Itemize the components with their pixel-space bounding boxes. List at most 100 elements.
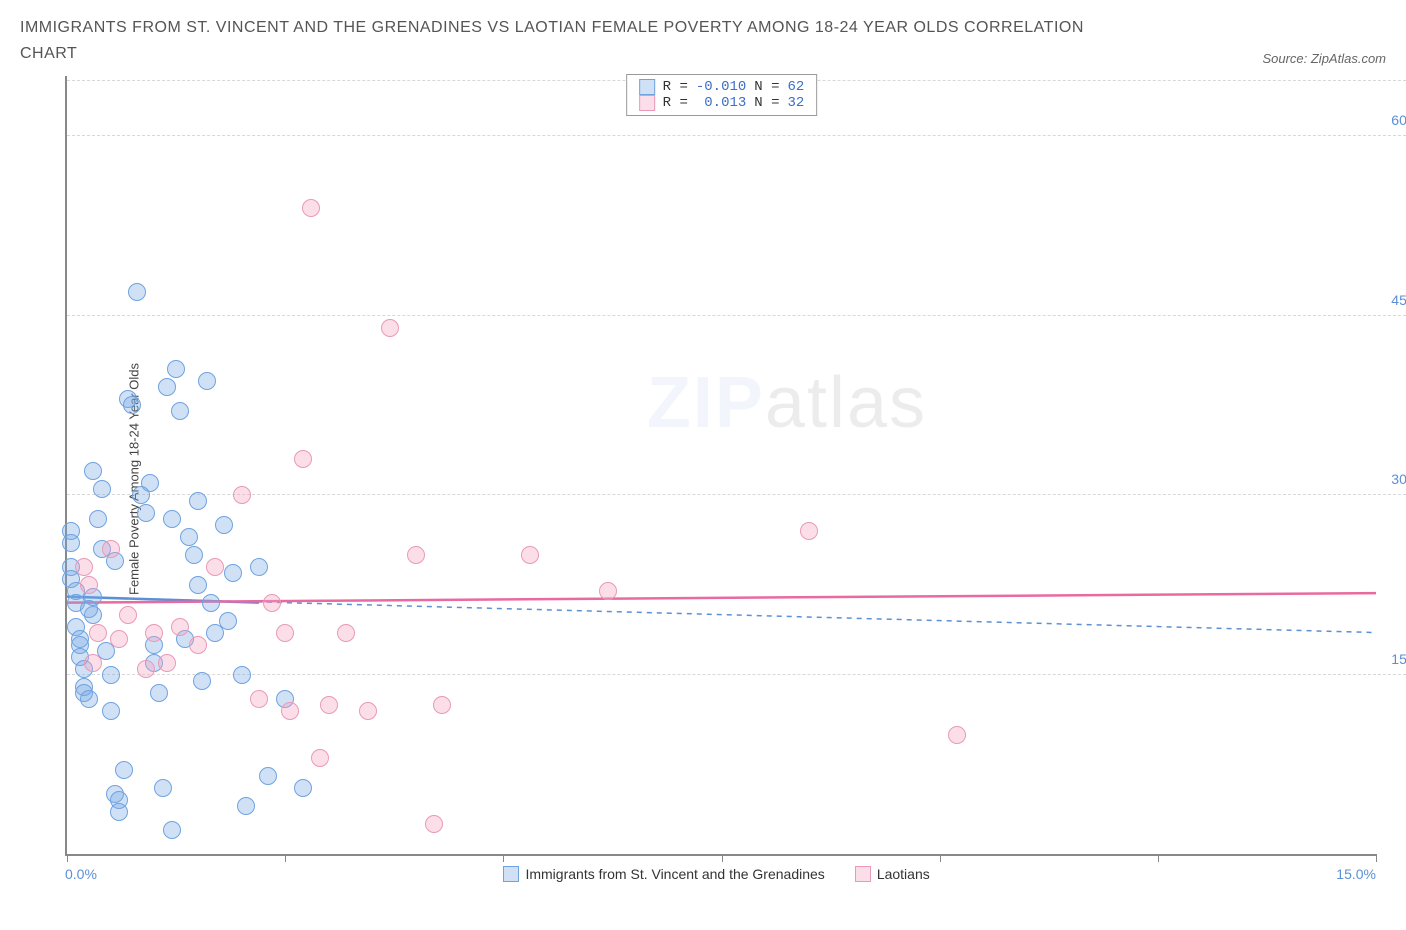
chart-title: IMMIGRANTS FROM ST. VINCENT AND THE GREN… xyxy=(20,15,1120,66)
data-point xyxy=(198,372,216,390)
data-point xyxy=(425,815,443,833)
data-point xyxy=(145,624,163,642)
stat-n-value: 32 xyxy=(788,95,805,111)
data-point xyxy=(89,510,107,528)
data-point xyxy=(180,528,198,546)
data-point xyxy=(163,510,181,528)
x-tick-mark xyxy=(285,854,286,862)
data-point xyxy=(294,779,312,797)
data-point xyxy=(158,654,176,672)
data-point xyxy=(237,797,255,815)
stat-n-value: 62 xyxy=(788,79,805,95)
x-tick-mark xyxy=(1376,854,1377,862)
data-point xyxy=(62,534,80,552)
data-point xyxy=(141,474,159,492)
data-point xyxy=(233,666,251,684)
x-tick-mark xyxy=(67,854,68,862)
series-legend-item: Immigrants from St. Vincent and the Gren… xyxy=(503,866,824,882)
data-point xyxy=(115,761,133,779)
data-point xyxy=(171,618,189,636)
data-point xyxy=(80,690,98,708)
data-point xyxy=(128,283,146,301)
legend-swatch xyxy=(639,95,655,111)
x-axis-row: 0.0% Immigrants from St. Vincent and the… xyxy=(65,866,1376,882)
series-legend-item: Laotians xyxy=(855,866,930,882)
gridline xyxy=(67,135,1406,136)
data-point xyxy=(219,612,237,630)
data-point xyxy=(102,666,120,684)
data-point xyxy=(433,696,451,714)
data-point xyxy=(137,504,155,522)
legend-swatch xyxy=(503,866,519,882)
source-label: Source: ZipAtlas.com xyxy=(1262,51,1386,66)
data-point xyxy=(123,396,141,414)
data-point xyxy=(137,660,155,678)
data-point xyxy=(202,594,220,612)
y-tick-label: 45.0% xyxy=(1391,292,1406,308)
regression-lines xyxy=(67,76,1376,854)
data-point xyxy=(206,558,224,576)
data-point xyxy=(381,319,399,337)
data-point xyxy=(150,684,168,702)
data-point xyxy=(80,576,98,594)
data-point xyxy=(189,492,207,510)
data-point xyxy=(276,624,294,642)
data-point xyxy=(407,546,425,564)
gridline xyxy=(67,315,1406,316)
data-point xyxy=(171,402,189,420)
data-point xyxy=(337,624,355,642)
watermark: ZIPatlas xyxy=(647,362,927,444)
gridline xyxy=(67,494,1406,495)
data-point xyxy=(294,450,312,468)
series-name: Immigrants from St. Vincent and the Gren… xyxy=(525,866,824,882)
data-point xyxy=(93,480,111,498)
x-tick-mark xyxy=(503,854,504,862)
data-point xyxy=(311,749,329,767)
data-point xyxy=(189,576,207,594)
stats-row: R = -0.010 N = 62 xyxy=(639,79,805,95)
data-point xyxy=(75,558,93,576)
data-point xyxy=(102,702,120,720)
data-point xyxy=(80,600,98,618)
series-name: Laotians xyxy=(877,866,930,882)
data-point xyxy=(84,462,102,480)
x-tick-mark xyxy=(940,854,941,862)
data-point xyxy=(193,672,211,690)
stat-r-value: -0.010 xyxy=(696,79,746,95)
data-point xyxy=(154,779,172,797)
data-point xyxy=(110,630,128,648)
stat-n-label: N = xyxy=(754,95,779,111)
data-point xyxy=(320,696,338,714)
stats-row: R = 0.013 N =32 xyxy=(639,95,805,111)
data-point xyxy=(302,199,320,217)
data-point xyxy=(189,636,207,654)
data-point xyxy=(263,594,281,612)
stat-r-value: 0.013 xyxy=(696,95,746,111)
stats-legend-box: R = -0.010 N = 62R = 0.013 N = 32 xyxy=(626,74,818,116)
data-point xyxy=(521,546,539,564)
x-tick-mark xyxy=(722,854,723,862)
legend-swatch xyxy=(639,79,655,95)
data-point xyxy=(185,546,203,564)
y-tick-label: 60.0% xyxy=(1391,112,1406,128)
plot-area: ZIPatlas R =-0.010 N =62R = 0.013 N =32 … xyxy=(65,76,1376,856)
data-point xyxy=(215,516,233,534)
data-point xyxy=(359,702,377,720)
data-point xyxy=(163,821,181,839)
data-point xyxy=(89,624,107,642)
data-point xyxy=(224,564,242,582)
x-axis-max: 15.0% xyxy=(1336,866,1376,882)
x-tick-mark xyxy=(1158,854,1159,862)
data-point xyxy=(233,486,251,504)
chart-container: Female Poverty Among 18-24 Year Olds ZIP… xyxy=(20,76,1386,882)
y-tick-label: 15.0% xyxy=(1391,651,1406,667)
y-tick-label: 30.0% xyxy=(1391,471,1406,487)
data-point xyxy=(102,540,120,558)
data-point xyxy=(948,726,966,744)
data-point xyxy=(84,654,102,672)
data-point xyxy=(281,702,299,720)
stat-r-label: R = xyxy=(663,79,688,95)
data-point xyxy=(110,803,128,821)
gridline xyxy=(67,674,1406,675)
stat-n-label: N = xyxy=(754,79,779,95)
